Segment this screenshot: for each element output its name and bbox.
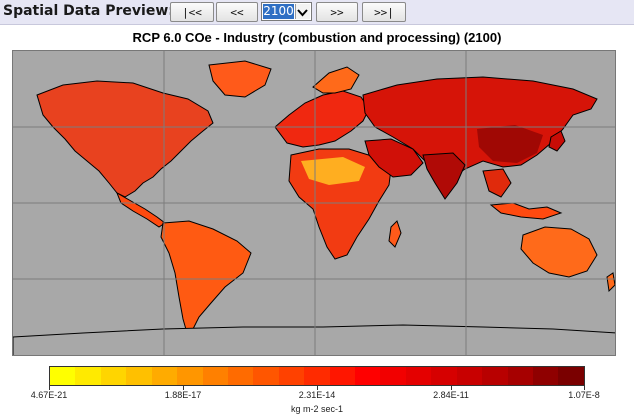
legend-tick — [451, 386, 452, 390]
last-year-button[interactable]: >>| — [362, 2, 406, 22]
land-north-america — [36, 80, 214, 198]
land-australia — [520, 226, 598, 278]
legend-tick — [183, 386, 184, 390]
legend-units: kg m-2 sec-1 — [290, 404, 343, 414]
legend-tick — [317, 386, 318, 390]
land-central-america — [116, 191, 166, 228]
legend-color-swatch — [558, 367, 584, 385]
land-madagascar — [388, 220, 402, 248]
land-southeast-asia — [482, 168, 512, 198]
legend-color-swatch — [278, 367, 305, 385]
legend-tick-label: 1.88E-17 — [164, 390, 202, 400]
legend-tick-label: 2.84E-11 — [433, 390, 469, 400]
legend-color-swatch — [507, 367, 534, 385]
land-greenland — [208, 60, 272, 98]
land-indonesia — [489, 202, 563, 220]
land-scandinavia — [312, 66, 360, 94]
legend-tick-label: 1.07E-8 — [568, 390, 600, 400]
toolbar: Spatial Data Preview: |<< << 2100 >> >>| — [0, 0, 634, 25]
legend-color-swatch — [405, 367, 432, 385]
land-sahara — [301, 157, 365, 185]
toolbar-title: Spatial Data Preview: — [3, 3, 174, 19]
next-year-button[interactable]: >> — [316, 2, 358, 22]
legend-color-swatch — [482, 367, 508, 385]
legend-color-swatch — [177, 367, 203, 385]
world-map-svg — [13, 51, 615, 355]
year-select-value: 2100 — [263, 4, 294, 19]
legend-color-swatch — [227, 367, 254, 385]
legend-tick-label: 2.31E-14 — [298, 390, 336, 400]
first-year-button[interactable]: |<< — [170, 2, 214, 22]
legend-tick-label: 4.67E-21 — [30, 390, 68, 400]
legend-color-swatch — [329, 367, 356, 385]
land-south-america — [160, 220, 252, 334]
land-japan — [548, 130, 566, 152]
land-china-east — [477, 125, 543, 163]
legend-color-swatch — [253, 367, 279, 385]
emissions-map — [12, 50, 616, 356]
legend-color-swatch — [304, 367, 330, 385]
legend-tick — [49, 386, 50, 390]
chevron-down-icon[interactable] — [295, 4, 310, 19]
legend-color-swatch — [126, 367, 152, 385]
map-title: RCP 6.0 COe - Industry (combustion and p… — [132, 30, 502, 45]
land-new-zealand — [606, 272, 615, 293]
graticule — [13, 51, 615, 355]
land-middle-east — [364, 138, 424, 178]
legend-color-swatch — [431, 367, 457, 385]
legend-color-swatch — [50, 367, 76, 385]
legend-color-bar — [49, 366, 585, 386]
previous-year-button[interactable]: << — [216, 2, 258, 22]
year-select[interactable]: 2100 — [261, 2, 312, 21]
legend-color-swatch — [533, 367, 559, 385]
legend-color-swatch — [355, 367, 381, 385]
legend-color-swatch — [380, 367, 406, 385]
legend-color-swatch — [151, 367, 178, 385]
land-india — [422, 152, 466, 200]
land-asia — [362, 76, 598, 180]
legend-color-swatch — [202, 367, 228, 385]
legend-color-swatch — [100, 367, 127, 385]
legend-color-swatch — [456, 367, 483, 385]
legend-tick — [584, 386, 585, 390]
legend-color-swatch — [75, 367, 101, 385]
